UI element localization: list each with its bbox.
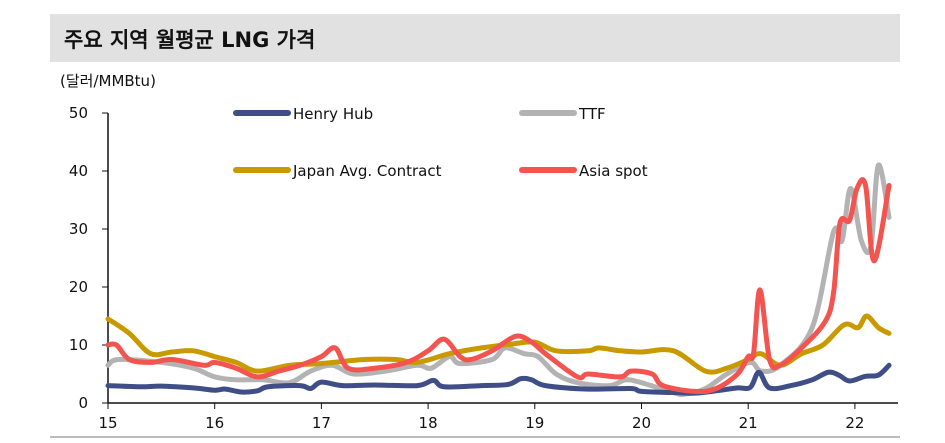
chart-title: 주요 지역 월평균 LNG 가격 [64, 28, 316, 52]
x-tick-label: 21 [739, 414, 758, 432]
x-tick-label: 17 [312, 414, 331, 432]
y-tick-label: 40 [69, 162, 88, 180]
series-line-asia-spot [105, 177, 892, 395]
legend-item: Japan Avg. Contract [233, 162, 442, 180]
legend-item: Asia spot [519, 162, 648, 180]
x-tick-label: 19 [525, 414, 544, 432]
title-bar: 주요 지역 월평균 LNG 가격 [50, 14, 900, 62]
x-tick-label: 18 [419, 414, 438, 432]
legend-label: Henry Hub [293, 105, 373, 123]
legend-label: Asia spot [579, 162, 648, 180]
x-tick-label: 15 [98, 414, 117, 432]
y-tick-label: 50 [69, 104, 88, 122]
legend-label: TTF [578, 105, 606, 123]
series-line-henry-hub [105, 362, 892, 396]
y-tick-label: 30 [69, 220, 88, 238]
legend-item: Henry Hub [233, 105, 373, 123]
x-tick-label: 22 [845, 414, 864, 432]
series-line-japan-avg-contract [105, 313, 892, 375]
y-tick-label: 0 [78, 394, 88, 412]
legend-item: TTF [519, 105, 606, 123]
y-axis-unit-label: (달러/MMBtu) [60, 72, 156, 90]
x-tick-label: 20 [632, 414, 651, 432]
series-line-ttf [105, 162, 892, 398]
legend-label: Japan Avg. Contract [292, 162, 442, 180]
x-tick-label: 16 [205, 414, 224, 432]
y-tick-label: 10 [69, 336, 88, 354]
y-tick-label: 20 [69, 278, 88, 296]
